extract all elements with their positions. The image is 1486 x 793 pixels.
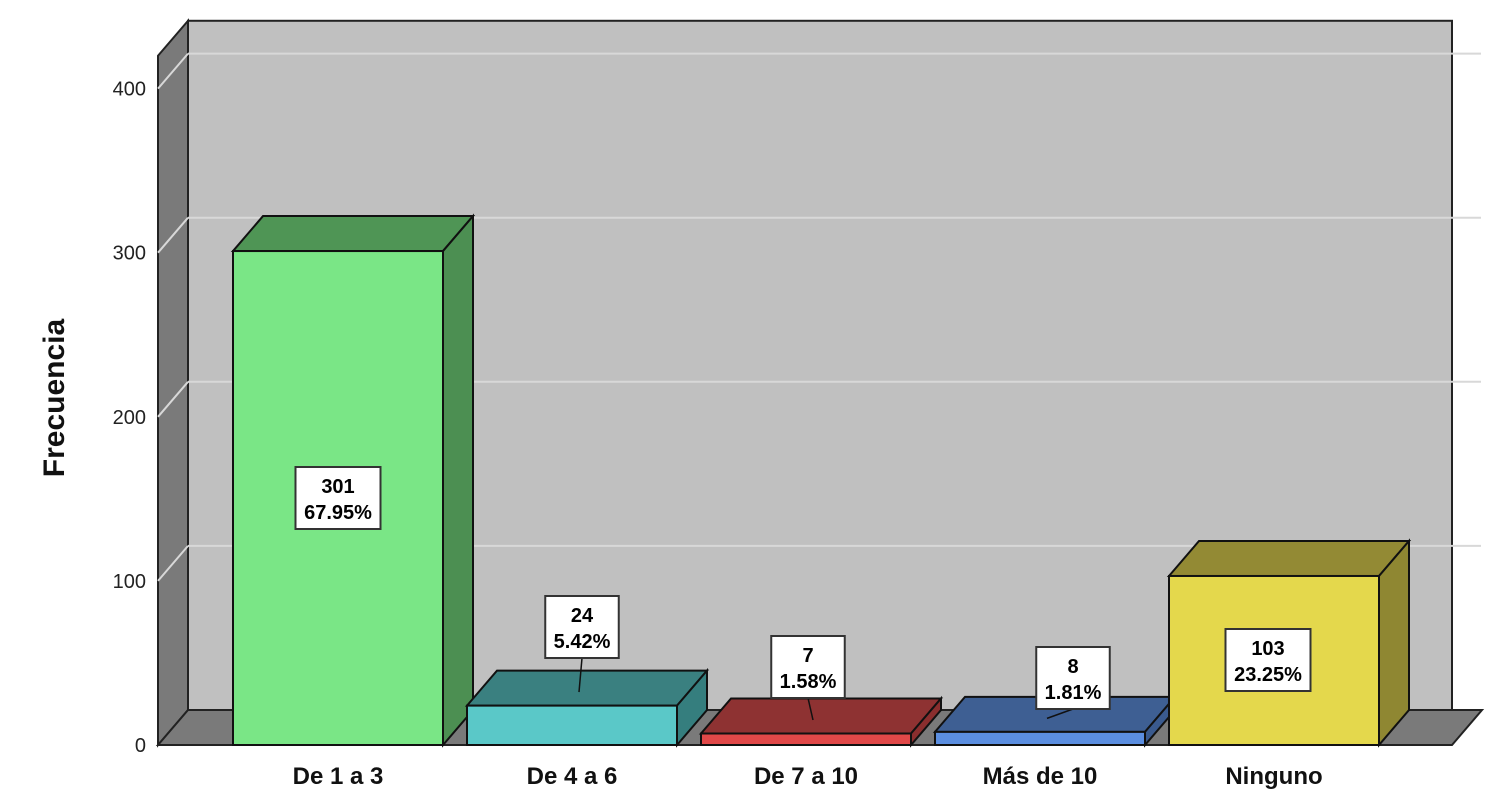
x-category-label: De 4 a 6 <box>527 763 618 790</box>
x-category-label: De 1 a 3 <box>293 763 384 790</box>
data-label-count: 8 <box>1067 656 1078 678</box>
y-tick-label: 100 <box>113 571 146 593</box>
label-leader <box>578 657 583 693</box>
gridline-wall <box>157 52 189 90</box>
data-label-percent: 5.42% <box>554 631 611 653</box>
x-axis-labels: De 1 a 3 De 4 a 6 De 7 a 10 Más de 10 Ningun… <box>293 763 1323 790</box>
bar <box>700 732 912 746</box>
left-wall <box>157 18 189 748</box>
data-label-percent: 67.95% <box>304 502 372 524</box>
y-axis-ticks: 0 100 200 300 400 <box>113 79 146 757</box>
data-label-box <box>770 635 846 699</box>
x-category-label: Ninguno <box>1225 763 1322 790</box>
bar-top <box>698 697 944 735</box>
bar-top <box>464 669 710 707</box>
y-axis-label: Frecuencia <box>38 318 71 477</box>
data-label-count: 301 <box>321 476 354 498</box>
y-tick-label: 0 <box>135 735 146 757</box>
data-label-percent: 1.58% <box>780 671 837 693</box>
x-category-label: Más de 10 <box>983 763 1098 790</box>
data-label-box <box>1035 646 1111 710</box>
data-label-count: 103 <box>1251 638 1284 660</box>
bar <box>934 730 1146 747</box>
label-leader <box>1046 708 1074 720</box>
gridline-wall <box>157 217 189 254</box>
bar-side <box>1378 538 1410 748</box>
label-leader <box>807 697 814 721</box>
bar-top <box>230 215 476 253</box>
bar-top <box>1166 539 1412 577</box>
y-tick-label: 200 <box>113 407 146 429</box>
bar <box>466 704 678 747</box>
data-label-box <box>1224 628 1312 692</box>
data-labels: 301 67.95% 24 5.42% 7 1.58% 8 1.81% 103 23.25% <box>294 466 1312 721</box>
gridline-wall <box>157 545 189 582</box>
data-label-count: 24 <box>571 605 594 627</box>
x-category-label: De 7 a 10 <box>754 763 858 790</box>
data-label-percent: 1.81% <box>1045 682 1102 704</box>
gridline-wall <box>157 381 189 418</box>
data-label-box <box>544 595 620 659</box>
y-tick-label: 300 <box>113 243 146 265</box>
y-tick-label: 400 <box>113 79 146 101</box>
data-label-percent: 23.25% <box>1234 664 1302 686</box>
bar-side <box>442 213 474 748</box>
data-label-box <box>294 466 382 530</box>
data-label-count: 7 <box>802 645 813 667</box>
